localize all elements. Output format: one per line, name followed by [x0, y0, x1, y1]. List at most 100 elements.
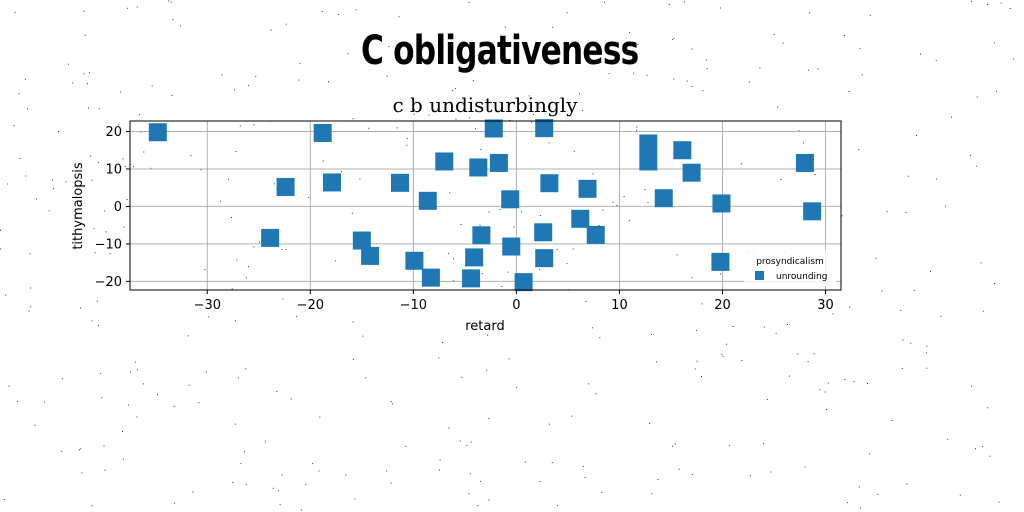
speckle: [982, 445, 983, 447]
scatter-point: [469, 158, 488, 177]
speckle: [989, 455, 991, 457]
speckle: [538, 268, 540, 270]
speckle: [439, 459, 441, 461]
speckle: [30, 306, 32, 308]
scatter-point: [535, 249, 554, 268]
speckle: [83, 73, 85, 75]
speckle: [236, 259, 238, 261]
speckle: [655, 361, 657, 363]
speckle: [235, 151, 237, 152]
speckle: [673, 37, 675, 39]
speckle: [94, 252, 96, 254]
speckle: [101, 397, 103, 399]
speckle: [528, 95, 530, 97]
speckle: [886, 211, 888, 213]
speckle: [869, 14, 871, 16]
speckle: [916, 134, 917, 136]
speckle: [122, 458, 124, 460]
speckle: [412, 55, 414, 57]
legend-title: prosyndicalism: [756, 257, 824, 267]
speckle: [299, 63, 301, 65]
speckle: [127, 404, 129, 406]
speckle: [91, 179, 93, 181]
speckle: [913, 289, 915, 291]
speckle: [705, 59, 707, 61]
speckle: [877, 493, 879, 495]
speckle: [636, 129, 638, 131]
speckle: [245, 368, 247, 370]
speckle: [232, 481, 234, 483]
speckle: [475, 128, 477, 130]
scatter-point: [435, 152, 454, 171]
speckle: [253, 124, 255, 126]
speckle: [245, 277, 247, 279]
speckle: [391, 403, 393, 405]
scatter-point: [803, 202, 822, 221]
speckle: [749, 475, 751, 477]
speckle: [347, 53, 349, 55]
speckle: [488, 418, 490, 420]
speckle: [18, 93, 20, 95]
speckle: [722, 355, 724, 357]
speckle: [65, 181, 67, 183]
speckle: [190, 155, 192, 157]
speckle: [637, 44, 639, 45]
speckle: [173, 405, 175, 407]
speckle: [976, 165, 978, 167]
speckle: [319, 416, 321, 418]
speckle: [824, 391, 826, 393]
speckle: [354, 498, 356, 500]
speckle: [321, 11, 323, 12]
speckle: [649, 423, 651, 424]
speckle: [994, 283, 996, 284]
speckle: [8, 385, 10, 387]
speckle: [198, 402, 200, 404]
x-tick-label: 20: [714, 298, 731, 313]
speckle: [817, 68, 819, 70]
speckle: [359, 178, 361, 180]
speckle: [970, 154, 972, 156]
speckle: [136, 416, 138, 418]
speckle: [143, 151, 145, 153]
speckle: [584, 476, 586, 478]
speckle: [671, 39, 673, 41]
speckle: [814, 174, 816, 175]
speckle: [848, 91, 850, 92]
speckle: [17, 400, 19, 402]
speckle: [105, 231, 107, 233]
speckle: [959, 494, 961, 496]
speckle: [509, 119, 511, 121]
speckle: [84, 34, 86, 36]
y-tick-label: −20: [95, 275, 122, 290]
speckle: [205, 371, 207, 373]
speckle: [827, 382, 829, 384]
speckle: [130, 371, 131, 373]
speckle: [1009, 8, 1011, 9]
scatter-point: [712, 194, 731, 213]
speckle: [30, 287, 31, 289]
speckle: [844, 379, 846, 380]
speckle: [300, 509, 302, 511]
speckle: [134, 361, 136, 363]
speckle: [305, 483, 307, 485]
speckle: [80, 307, 82, 309]
speckle: [468, 1, 470, 3]
scatter-point: [795, 153, 814, 172]
speckle: [52, 188, 54, 190]
speckle: [947, 438, 949, 440]
speckle: [88, 107, 89, 109]
speckle: [104, 469, 106, 471]
speckle: [248, 266, 249, 268]
speckle: [572, 248, 574, 250]
speckle: [132, 165, 134, 167]
speckle: [28, 310, 30, 312]
y-axis-label: tithymalopsis: [71, 162, 86, 250]
speckle: [29, 253, 31, 255]
scatter-point: [322, 173, 341, 192]
speckle: [531, 121, 533, 123]
speckle: [455, 118, 457, 120]
speckle: [651, 334, 652, 335]
data-points: [148, 119, 822, 292]
scatter-point: [148, 123, 167, 142]
